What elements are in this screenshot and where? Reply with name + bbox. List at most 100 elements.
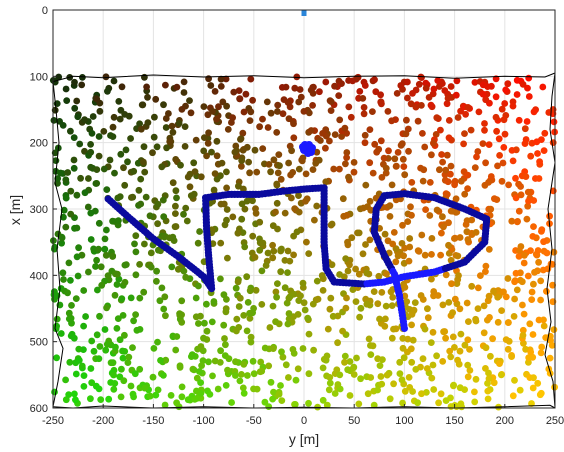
cloud-point: [419, 130, 426, 137]
cloud-point: [275, 390, 283, 398]
cloud-point: [500, 116, 508, 124]
cloud-point: [67, 277, 74, 284]
cloud-point: [309, 84, 317, 91]
cloud-point: [75, 356, 83, 364]
cloud-point: [100, 127, 108, 135]
cloud-point: [313, 277, 321, 285]
cloud-point: [87, 236, 95, 243]
cloud-point: [464, 171, 472, 179]
cloud-point: [342, 160, 349, 168]
cloud-point: [79, 74, 86, 81]
cloud-point: [57, 169, 64, 177]
cloud-point: [234, 278, 242, 286]
cloud-point: [516, 386, 524, 394]
cloud-point: [103, 340, 111, 348]
cloud-point: [244, 372, 251, 379]
cloud-point: [407, 203, 414, 211]
cloud-point: [309, 166, 317, 174]
cloud-point: [113, 281, 121, 288]
cloud-point: [540, 322, 548, 330]
cloud-point: [273, 293, 280, 301]
cloud-point: [550, 118, 558, 126]
cloud-point: [404, 94, 411, 102]
cloud-point: [96, 107, 104, 115]
cloud-point: [67, 187, 75, 195]
cloud-point: [264, 249, 272, 257]
cloud-point: [512, 194, 520, 202]
cloud-point: [162, 312, 169, 320]
cloud-point: [305, 370, 313, 378]
cloud-point: [508, 217, 516, 225]
cloud-point: [326, 305, 334, 313]
cloud-point: [501, 100, 509, 107]
cloud-point: [352, 298, 360, 305]
cloud-point: [414, 117, 422, 125]
cloud-point: [115, 217, 122, 225]
cloud-point: [331, 131, 339, 139]
y-tick-label: 0: [42, 5, 48, 17]
cloud-point: [382, 164, 390, 172]
cloud-point: [350, 168, 358, 176]
cloud-point: [309, 90, 317, 97]
cloud-point: [487, 205, 495, 213]
cloud-point: [218, 159, 226, 167]
cloud-point: [344, 267, 352, 275]
cloud-point: [419, 355, 427, 363]
cloud-point: [176, 362, 184, 370]
cloud-point: [290, 120, 297, 128]
cloud-point: [220, 200, 228, 208]
cloud-point: [418, 390, 425, 398]
cloud-point: [58, 239, 65, 247]
cloud-point: [531, 268, 538, 276]
cloud-point: [251, 146, 259, 154]
cloud-point: [534, 379, 542, 387]
cloud-point: [182, 273, 190, 281]
cloud-point: [130, 317, 138, 325]
cloud-point: [448, 207, 456, 215]
cloud-point: [190, 190, 198, 198]
cloud-point: [156, 297, 164, 305]
cloud-point: [502, 336, 510, 343]
cloud-point: [242, 90, 250, 98]
cloud-point: [161, 293, 169, 301]
cloud-point: [403, 298, 411, 305]
cloud-point: [443, 151, 451, 159]
cloud-point: [263, 98, 271, 106]
cloud-point: [508, 353, 515, 360]
cloud-point: [269, 395, 276, 403]
cloud-point: [153, 277, 160, 285]
cloud-point: [375, 272, 383, 280]
cloud-point: [140, 143, 148, 151]
cloud-point: [302, 197, 309, 205]
cloud-point: [222, 308, 230, 316]
cloud-point: [309, 102, 316, 109]
cloud-point: [155, 246, 162, 254]
cloud-point: [119, 347, 126, 355]
cloud-point: [369, 108, 376, 115]
cloud-point: [208, 318, 216, 326]
cloud-point: [442, 271, 450, 279]
cloud-point: [519, 301, 526, 309]
cloud-point: [220, 291, 228, 299]
cloud-point: [269, 302, 277, 310]
cloud-point: [291, 84, 299, 92]
cloud-point: [269, 254, 277, 262]
cloud-point: [134, 159, 142, 167]
cloud-point: [366, 159, 374, 167]
cloud-point: [71, 104, 79, 112]
cloud-point: [357, 304, 365, 312]
cloud-point: [453, 77, 461, 85]
cloud-point: [327, 294, 335, 302]
x-axis-label: y [m]: [289, 431, 319, 447]
cloud-point: [217, 239, 225, 247]
cloud-point: [172, 223, 180, 230]
cloud-point: [205, 129, 213, 137]
cloud-point: [235, 303, 243, 310]
cloud-point: [406, 243, 414, 251]
cloud-point: [252, 286, 260, 294]
cloud-point: [422, 84, 430, 92]
cloud-point: [282, 361, 290, 369]
cloud-point: [537, 349, 545, 357]
cloud-point: [498, 177, 506, 185]
cloud-point: [55, 73, 63, 81]
